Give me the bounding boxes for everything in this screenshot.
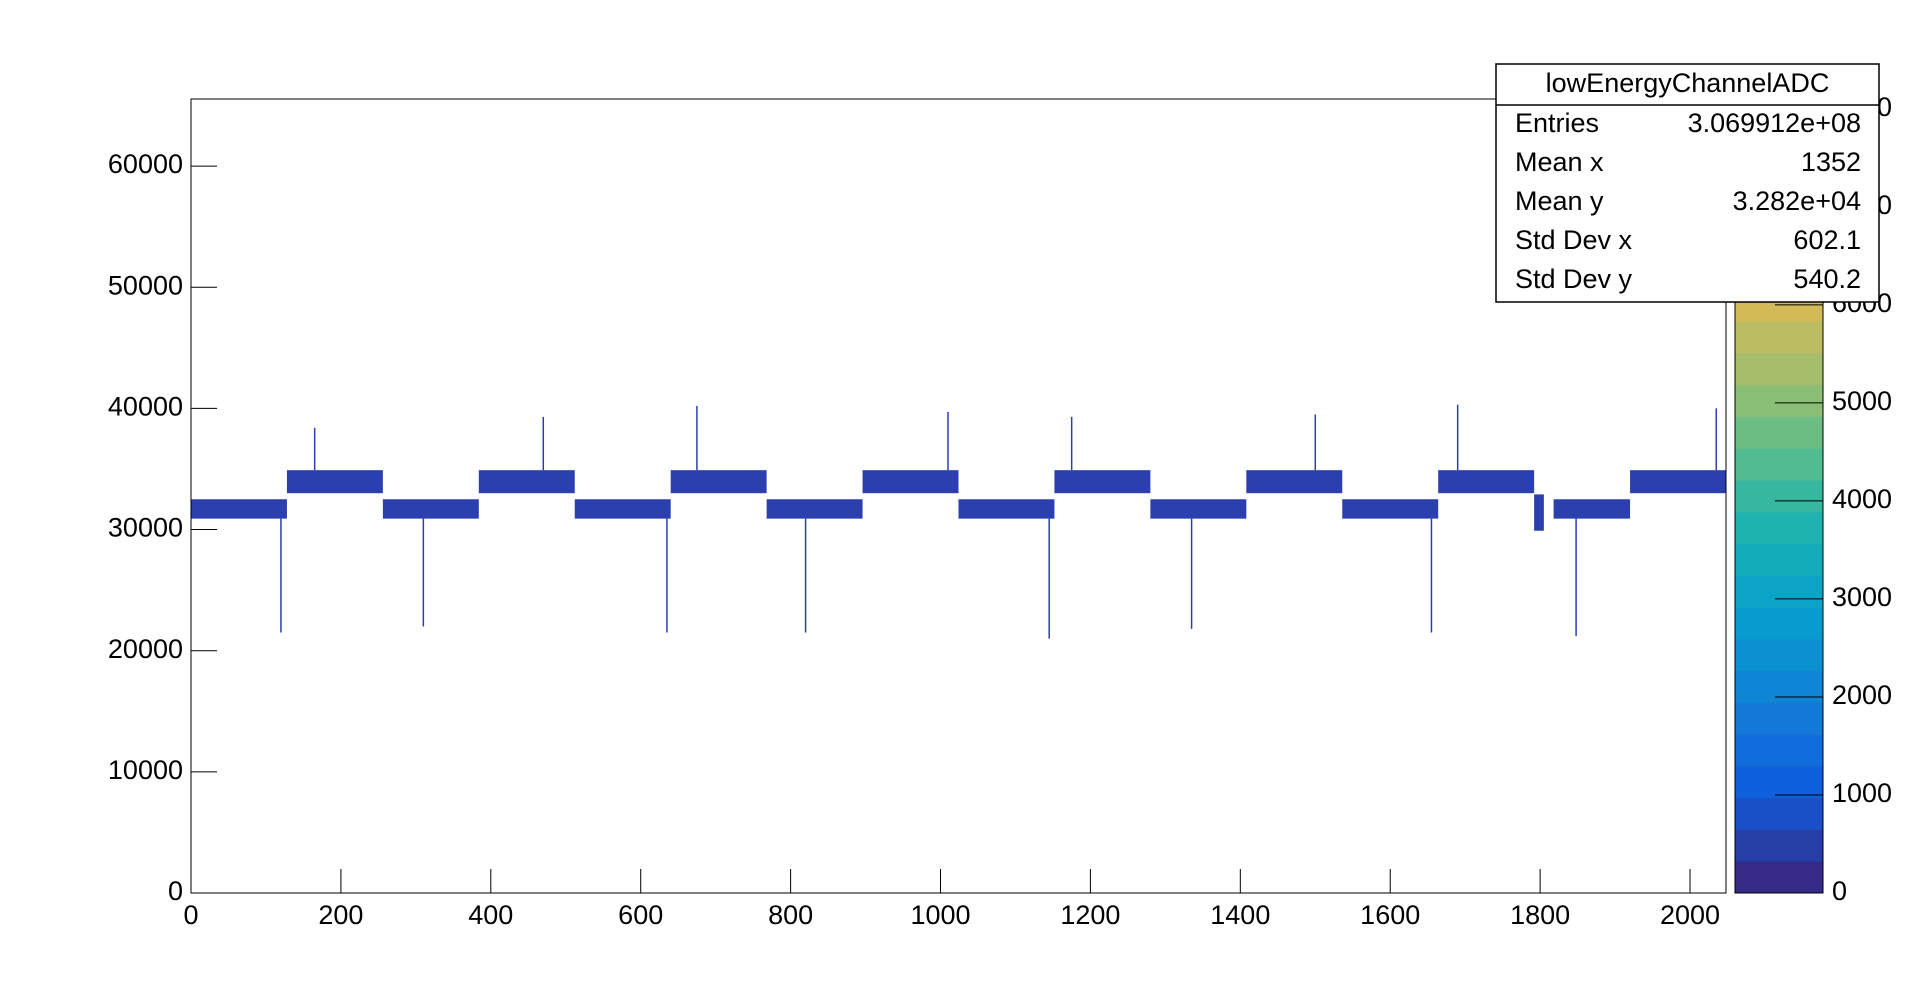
palette-cell [1735,861,1823,894]
palette-cell [1735,511,1823,545]
stats-value: 602.1 [1793,225,1861,255]
palette-cell [1735,416,1823,449]
bin-band [1054,470,1151,494]
x-tick-label: 1000 [910,900,970,930]
x-tick-label: 600 [618,900,663,930]
y-tick-label: 0 [168,876,183,906]
bin-band [191,499,287,519]
stats-label: Entries [1515,108,1599,138]
z-tick-label: 2000 [1832,680,1892,710]
palette-cell [1735,829,1823,862]
bin-band [1150,499,1247,519]
palette-cell [1735,448,1823,481]
bin-band [1438,470,1535,494]
bin-band [286,470,383,494]
bin-band [382,499,479,519]
palette-cell [1735,734,1823,767]
z-tick-label: 5000 [1832,386,1892,416]
palette-cell [1735,702,1823,735]
x-tick-label: 1400 [1210,900,1270,930]
x-tick-label: 400 [468,900,513,930]
y-tick-label: 60000 [108,149,183,179]
palette-cell [1735,797,1823,830]
y-tick-label: 10000 [108,755,183,785]
stats-label: Mean y [1515,186,1604,216]
bin-band [1534,494,1544,531]
stats-label: Std Dev x [1515,225,1633,255]
bin-band [478,470,575,494]
y-tick-label: 40000 [108,392,183,422]
palette-cell [1735,543,1823,576]
bin-band [670,470,767,494]
stats-value: 1352 [1801,147,1861,177]
y-tick-label: 50000 [108,270,183,300]
palette-cell [1735,670,1823,703]
palette-cell [1735,353,1823,386]
x-tick-label: 1800 [1510,900,1570,930]
bin-band [1246,470,1343,494]
z-tick-label: 3000 [1832,582,1892,612]
stats-label: Std Dev y [1515,264,1633,294]
z-tick-label: 4000 [1832,484,1892,514]
plot-frame [190,98,1727,894]
palette-cell [1735,384,1823,418]
palette-cell [1735,575,1823,608]
x-tick-label: 0 [183,900,198,930]
z-tick-label: 1000 [1832,778,1892,808]
stats-label: Mean x [1515,147,1604,177]
bin-band [1342,499,1439,519]
y-tick-label: 30000 [108,513,183,543]
stats-title: lowEnergyChannelADC [1546,68,1830,98]
z-tick-label: 0 [1832,876,1847,906]
palette-cell [1735,765,1823,799]
bin-band [1553,499,1631,519]
bin-band [862,470,959,494]
x-tick-label: 200 [318,900,363,930]
palette-cell [1735,321,1823,354]
bin-band [766,499,863,519]
palette-cell [1735,480,1823,513]
stats-value: 3.282e+04 [1733,186,1861,216]
x-tick-label: 1600 [1360,900,1420,930]
stats-box [1495,63,1880,303]
bin-band [574,499,671,519]
x-tick-label: 2000 [1660,900,1720,930]
stats-value: 3.069912e+08 [1688,108,1861,138]
y-tick-label: 20000 [108,634,183,664]
palette-cell [1735,638,1823,672]
bin-band [958,499,1055,519]
x-tick-label: 800 [768,900,813,930]
bin-band [1630,470,1726,494]
palette-cell [1735,607,1823,640]
stats-value: 540.2 [1793,264,1861,294]
x-tick-label: 1200 [1060,900,1120,930]
